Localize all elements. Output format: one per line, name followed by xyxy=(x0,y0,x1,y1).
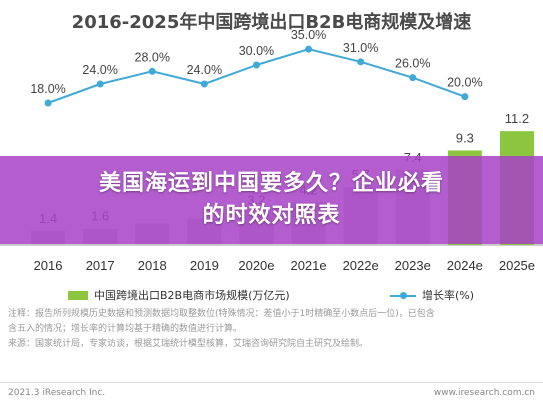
growth-point-2017 xyxy=(96,80,104,88)
x-tick-2022e: 2022e xyxy=(343,258,379,273)
growth-point-2019 xyxy=(200,80,208,88)
footer-website: www.iresearch.com.cn xyxy=(433,388,535,398)
growth-point-2020e xyxy=(252,61,260,69)
legend-line-swatch xyxy=(390,291,416,300)
growth-point-2016 xyxy=(44,99,52,107)
growth-label-2016: 18.0% xyxy=(30,82,65,96)
note-line-1: 注释：报告所列规模历史数据和预测数据均取整数位(特殊情况：差值小于1时精确至小数… xyxy=(8,309,435,319)
banner-line-2: 的时效对照表 xyxy=(202,203,341,228)
bar-label-2025e: 11.2 xyxy=(505,111,529,126)
legend-label-growth-rate: 增长率(%) xyxy=(422,289,475,302)
chart-notes: 注释：报告所列规模历史数据和预测数据均取整数位(特殊情况：差值小于1时精确至小数… xyxy=(8,307,543,352)
growth-point-2024e xyxy=(461,93,469,101)
x-tick-2023e: 2023e xyxy=(395,258,431,273)
note-line-2: 含五入的情况；增长率的计算均基于精确的数值进行计算。 xyxy=(8,324,243,334)
legend-label-market-size: 中国跨境出口B2B电商市场规模(万亿元) xyxy=(94,289,290,302)
note-line-3: 来源：国家统计局，专家访谈，根据艾瑞统计模型核算，艾瑞咨询研究院自主研究及绘制。 xyxy=(8,339,369,349)
x-tick-2020e: 2020e xyxy=(238,258,274,273)
growth-label-2020e: 30.0% xyxy=(239,44,274,58)
growth-label-2019: 24.0% xyxy=(187,63,222,77)
growth-label-2021e: 35.0% xyxy=(291,28,326,42)
growth-label-2018: 28.0% xyxy=(135,50,170,64)
banner-line-1: 美国海运到中国要多久？企业必看 xyxy=(98,171,444,196)
growth-label-2024e: 20.0% xyxy=(447,76,482,90)
x-tick-2021e: 2021e xyxy=(290,258,326,273)
growth-point-2021e xyxy=(305,45,313,53)
x-tick-2018: 2018 xyxy=(138,258,167,273)
x-tick-2016: 2016 xyxy=(34,258,63,273)
chart-title: 2016-2025年中国跨境出口B2B电商规模及增速 xyxy=(71,12,472,33)
growth-label-2023e: 26.0% xyxy=(395,57,430,71)
overlay-banner: 美国海运到中国要多久？企业必看 的时效对照表 xyxy=(0,156,543,244)
x-tick-2024e: 2024e xyxy=(447,258,483,273)
growth-label-2017: 24.0% xyxy=(82,63,117,77)
x-tick-2017: 2017 xyxy=(86,258,115,273)
growth-point-2023e xyxy=(409,74,417,82)
growth-point-2022e xyxy=(357,58,365,66)
chart-legend: 中国跨境出口B2B电商市场规模(万亿元) 增长率(%) xyxy=(0,287,543,305)
legend-bar-swatch xyxy=(68,290,88,300)
growth-label-2022e: 31.0% xyxy=(343,41,378,55)
footer-copyright: 2021.3 iResearch Inc. xyxy=(8,388,106,398)
footer-divider xyxy=(0,382,543,383)
x-tick-2019: 2019 xyxy=(190,258,219,273)
x-tick-2025e: 2025e xyxy=(499,258,535,273)
bar-label-2024e: 9.3 xyxy=(456,130,474,145)
growth-point-2018 xyxy=(148,67,156,75)
legend-item-growth-rate: 增长率(%) xyxy=(390,287,474,303)
legend-item-market-size: 中国跨境出口B2B电商市场规模(万亿元) xyxy=(68,287,290,303)
